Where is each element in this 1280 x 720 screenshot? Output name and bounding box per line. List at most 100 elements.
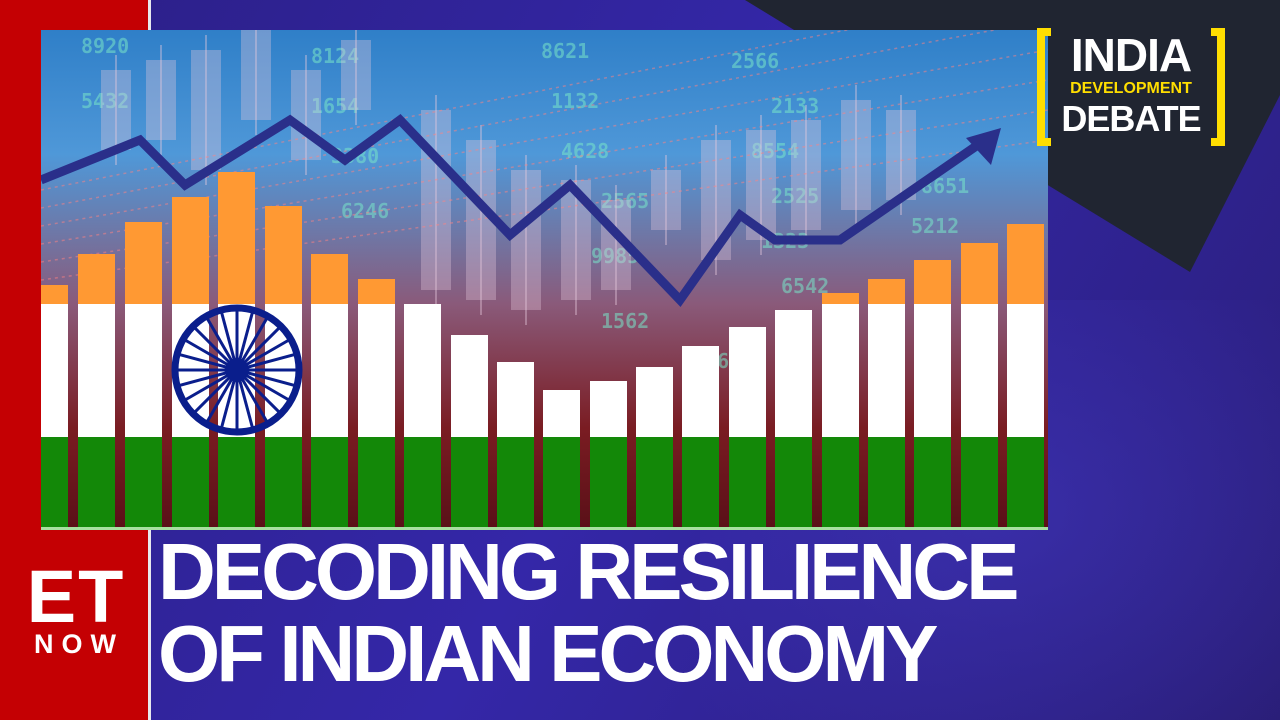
flag-bar-white [358, 304, 395, 437]
background-number: 1654 [311, 94, 360, 118]
flag-bar-saffron [914, 260, 951, 304]
flag-bar-white [125, 304, 162, 437]
background-number: 8920 [81, 34, 130, 58]
flag-bar-saffron [961, 243, 998, 304]
background-number: 1562 [601, 309, 650, 333]
flag-bar-white [729, 327, 766, 437]
logo-development: DEVELOPMENT [1070, 80, 1192, 97]
background-number: 6246 [341, 199, 390, 223]
flag-bar-white [682, 346, 719, 437]
flag-bar-green [590, 437, 627, 528]
flag-bar-green [961, 437, 998, 528]
flag-bar-saffron [265, 206, 302, 304]
et-now-logo: ET NOW [20, 555, 132, 660]
flag-bar-white [78, 304, 115, 437]
flag-bars-illustration [41, 30, 1048, 528]
candle-body [421, 110, 451, 290]
flag-bar-green [1007, 437, 1044, 528]
background-number: 4628 [561, 139, 610, 163]
left-bracket [1037, 28, 1051, 146]
india-development-debate-logo: INDIA DEVELOPMENT DEBATE [1037, 28, 1225, 146]
flag-bar-green [78, 437, 115, 528]
flag-bar-saffron [358, 279, 395, 304]
candle-body [191, 50, 221, 170]
flag-bar-white [914, 304, 951, 437]
candle-body [241, 30, 271, 120]
candle-body [146, 60, 176, 140]
flag-bar-green [125, 437, 162, 528]
right-bracket [1211, 28, 1225, 146]
hero-image-india-flag-bar-chart: 8920543281248621256616541132213333804628… [41, 30, 1048, 528]
candle-body [791, 120, 821, 230]
flag-bar-green [822, 437, 859, 528]
flag-bar-white [590, 381, 627, 437]
trend-dotted-line [41, 49, 1048, 227]
trend-dotted-line [41, 30, 999, 209]
flag-bar-white [404, 304, 441, 437]
background-number: 2566 [731, 49, 780, 73]
flag-bar-saffron [822, 293, 859, 304]
flag-bar-white [961, 304, 998, 437]
flag-bar-saffron [311, 254, 348, 304]
background-number: 5432 [81, 90, 129, 112]
flag-bar-saffron [125, 222, 162, 304]
flag-bar-green [868, 437, 905, 528]
flag-bar-white [636, 367, 673, 437]
ashoka-chakra-icon [171, 304, 303, 436]
flag-bar-green [404, 437, 441, 528]
flag-bar-green [311, 437, 348, 528]
headline-line-2: OF INDIAN ECONOMY [158, 609, 938, 698]
flag-bar-green [543, 437, 580, 528]
flag-bar-green [914, 437, 951, 528]
trend-arrow-line [41, 114, 988, 308]
flag-bar-green [775, 437, 812, 528]
flag-bar-green [218, 437, 255, 528]
flag-bar-white [311, 304, 348, 437]
candle-body [341, 40, 371, 110]
trend-dotted-line [41, 30, 851, 191]
logo-debate: DEBATE [1061, 98, 1201, 139]
background-number: 8124 [311, 44, 360, 68]
flag-bar-green [682, 437, 719, 528]
candle-body [841, 100, 871, 210]
chakra-hub [225, 358, 249, 382]
arrow-head-icon [966, 128, 1001, 165]
flag-bar-white [1007, 304, 1044, 437]
logo-india: INDIA [1070, 29, 1192, 81]
flag-bar-green [41, 437, 68, 528]
flag-bar-white [451, 335, 488, 437]
candle-body [886, 110, 916, 200]
background-number: 2565 [601, 190, 649, 212]
flag-bar-green [451, 437, 488, 528]
flag-bar-green [172, 437, 209, 528]
flag-bar-white [41, 304, 68, 437]
logo-now: NOW [34, 629, 124, 659]
hero-border [41, 527, 1048, 530]
candle-body [511, 170, 541, 310]
flag-bar-saffron [41, 285, 68, 304]
background-number: 5212 [911, 214, 960, 238]
flag-bar-white [822, 304, 859, 437]
flag-bar-saffron [218, 172, 255, 304]
flag-bar-saffron [78, 254, 115, 304]
background-number: 6542 [781, 274, 830, 298]
background-number: 8621 [541, 39, 590, 63]
background-number: 2133 [771, 94, 820, 118]
flag-bar-saffron [172, 197, 209, 304]
candle-body [101, 70, 131, 150]
flag-bar-saffron [1007, 224, 1044, 304]
flag-bar-white [868, 304, 905, 437]
candle-body [651, 170, 681, 230]
flag-bar-saffron [868, 279, 905, 304]
logo-et: ET [26, 555, 126, 638]
flag-bar-green [358, 437, 395, 528]
flag-bar-green [729, 437, 766, 528]
flag-bar-green [636, 437, 673, 528]
candle-body [291, 70, 321, 160]
flag-bar-green [497, 437, 534, 528]
flag-bar-white [543, 390, 580, 437]
headline-line-1: DECODING RESILIENCE [158, 527, 1019, 616]
background-number: 2525 [771, 185, 819, 207]
flag-bar-white [775, 310, 812, 437]
flag-bar-green [265, 437, 302, 528]
